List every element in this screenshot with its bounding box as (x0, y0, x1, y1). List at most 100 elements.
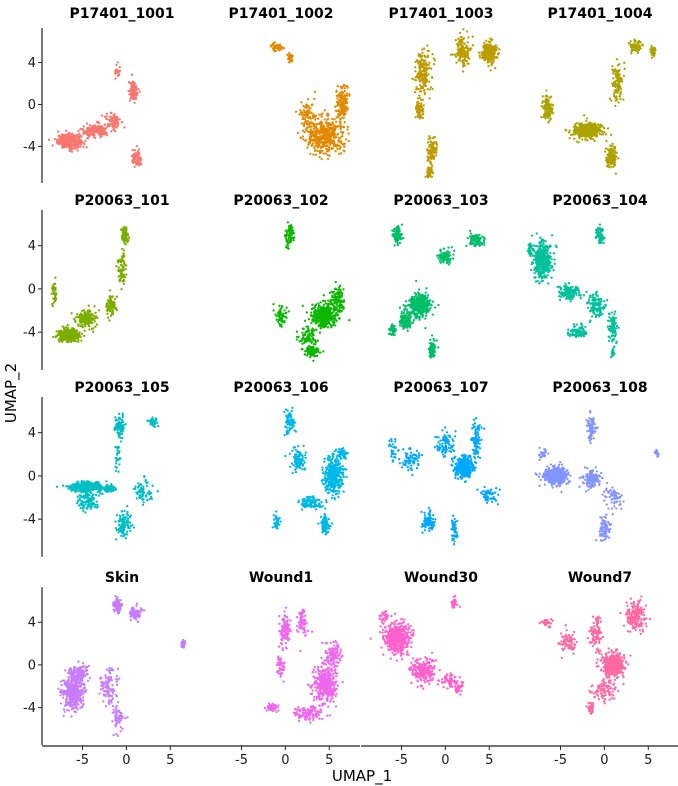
scatter-point (133, 165, 136, 169)
scatter-point (283, 309, 286, 312)
scatter-point (336, 147, 339, 150)
scatter-point (88, 124, 92, 127)
scatter-point (316, 138, 319, 141)
scatter-point (339, 123, 342, 126)
scatter-point (615, 58, 619, 61)
scatter-point (631, 45, 634, 48)
scatter-point (465, 47, 469, 50)
scatter-point (310, 111, 313, 114)
scatter-point (66, 338, 69, 341)
scatter-point (425, 68, 428, 71)
scatter-point (310, 104, 313, 107)
scatter-point (340, 295, 343, 298)
scatter-point (95, 121, 99, 124)
scatter-point (82, 130, 85, 133)
scatter-point (328, 133, 331, 137)
scatter-point (86, 133, 89, 136)
scatter-point (464, 53, 467, 56)
scatter-point (335, 319, 338, 322)
scatter-point (113, 113, 116, 116)
scatter-point (120, 287, 123, 291)
scatter-point (110, 300, 113, 304)
scatter-point (52, 301, 55, 304)
scatter-point (547, 120, 551, 123)
scatter-point (338, 290, 341, 294)
scatter-point (614, 104, 617, 108)
scatter-point (324, 323, 327, 327)
scatter-point (329, 298, 333, 301)
scatter-point (323, 118, 326, 121)
scatter-point (62, 137, 65, 140)
scatter-point (74, 143, 77, 146)
scatter-point (607, 149, 611, 152)
scatter-point (304, 120, 307, 124)
scatter-point (430, 75, 434, 79)
scatter-point (319, 135, 322, 138)
scatter-point (292, 239, 295, 242)
scatter-point (289, 230, 293, 234)
scatter-point (420, 71, 423, 75)
scatter-point (299, 108, 302, 112)
scatter-point (612, 94, 616, 97)
scatter-point (595, 134, 598, 137)
scatter-point (485, 50, 489, 54)
scatter-point (611, 142, 614, 146)
scatter-point (636, 50, 639, 53)
scatter-point (91, 134, 94, 137)
scatter-point (421, 65, 424, 69)
scatter-point (301, 331, 304, 335)
scatter-point (55, 138, 59, 142)
scatter-point (326, 153, 329, 157)
facet-panel: P17401_1001 (47, 6, 174, 169)
scatter-point (269, 44, 273, 47)
scatter-point (106, 122, 110, 126)
scatter-point (544, 99, 547, 102)
scatter-point (564, 128, 567, 131)
scatter-point (415, 85, 418, 89)
scatter-point (134, 91, 137, 94)
scatter-point (300, 122, 304, 125)
scatter-point (582, 128, 585, 132)
scatter-point (571, 133, 574, 136)
scatter-point (124, 276, 127, 279)
scatter-point (343, 89, 347, 93)
scatter-point (418, 67, 421, 70)
scatter-point (345, 101, 349, 105)
scatter-point (71, 331, 74, 334)
scatter-point (303, 319, 307, 322)
scatter-point (335, 90, 338, 93)
scatter-point (83, 334, 86, 338)
scatter-point (113, 121, 116, 124)
scatter-point (486, 43, 490, 47)
scatter-point (617, 75, 620, 78)
scatter-point (76, 313, 79, 316)
scatter-point (287, 61, 291, 64)
scatter-point (611, 155, 614, 158)
scatter-point (80, 313, 83, 316)
scatter-point (348, 93, 351, 96)
scatter-point (286, 244, 290, 247)
scatter-points (47, 61, 143, 169)
scatter-point (324, 141, 327, 144)
scatter-point (339, 93, 343, 96)
scatter-point (308, 337, 312, 341)
scatter-point (122, 236, 126, 239)
scatter-point (610, 99, 613, 102)
scatter-point (428, 151, 431, 155)
scatter-point (287, 234, 290, 237)
scatter-point (301, 135, 305, 138)
scatter-point (467, 62, 470, 65)
scatter-point (117, 72, 120, 75)
scatter-point (420, 55, 424, 58)
scatter-point (568, 136, 571, 140)
scatter-point (308, 125, 311, 129)
scatter-point (457, 37, 460, 40)
scatter-point (465, 59, 468, 63)
scatter-point (87, 130, 90, 133)
scatter-point (310, 138, 314, 141)
scatter-point (599, 123, 602, 126)
scatter-point (424, 81, 427, 84)
scatter-point (497, 52, 501, 55)
scatter-point (614, 73, 617, 76)
scatter-point (339, 127, 342, 131)
